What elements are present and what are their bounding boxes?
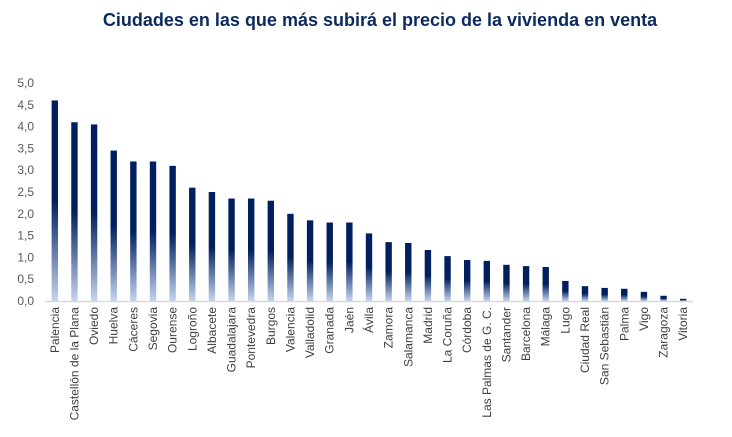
x-tick-label: Vigo: [637, 307, 651, 331]
bar: [130, 161, 137, 301]
x-tick-label: Guadalajara: [225, 307, 239, 373]
x-tick-label: Pontevedra: [244, 307, 258, 369]
bar: [90, 124, 98, 301]
bar: [601, 287, 608, 301]
x-tick-label: Valladolid: [303, 307, 317, 358]
bar: [522, 266, 530, 301]
x-tick-label: Las Palmas de G. C.: [480, 307, 494, 418]
x-tick-label: Palma: [617, 307, 631, 341]
x-tick-label: Castellón de la Plana: [67, 307, 81, 421]
bar: [405, 243, 412, 301]
bar: [149, 161, 157, 301]
bar: [621, 288, 628, 301]
x-tick-label: Burgos: [264, 307, 278, 345]
y-tick-label: 0,0: [17, 294, 34, 308]
x-tick-label: Segovia: [146, 307, 160, 351]
y-tick-label: 4,0: [17, 120, 34, 134]
x-tick-label: Barcelona: [519, 307, 533, 361]
x-tick-label: Ávila: [361, 307, 376, 333]
bar: [679, 298, 687, 301]
x-tick-label: Ciudad Real: [578, 307, 592, 373]
y-tick-label: 1,0: [17, 250, 34, 264]
bar: [640, 291, 648, 301]
bar: [51, 100, 59, 301]
x-tick-label: Albacete: [205, 307, 219, 354]
y-tick-label: 3,0: [17, 163, 34, 177]
x-tick-label: Salamanca: [401, 307, 415, 367]
y-tick-label: 5,0: [17, 76, 34, 90]
bar: [306, 220, 314, 301]
bar: [189, 187, 196, 301]
x-tick-label: Jaén: [342, 307, 356, 333]
x-tick-label: Valencia: [283, 307, 297, 352]
x-tick-label: Córdoba: [460, 307, 474, 353]
bar: [267, 200, 275, 301]
bar: [463, 260, 471, 301]
bar: [503, 264, 510, 301]
y-tick-label: 2,0: [17, 207, 34, 221]
x-tick-label: Zamora: [382, 307, 396, 349]
x-tick-label: Santander: [499, 307, 513, 362]
bar: [562, 280, 569, 301]
y-tick-label: 3,5: [17, 141, 34, 155]
x-tick-label: Madrid: [421, 307, 435, 344]
x-tick-label: Cáceres: [126, 307, 140, 352]
x-tick-label: Málaga: [539, 307, 553, 347]
x-tick-label: Zaragoza: [657, 307, 671, 358]
x-tick-label: Huelva: [107, 307, 121, 345]
bar: [581, 286, 589, 301]
x-tick-label: Vitoria: [676, 307, 690, 341]
x-tick-label: Granada: [323, 307, 337, 354]
x-tick-label: Ourense: [166, 307, 180, 353]
bar: [424, 249, 432, 301]
x-tick-label: San Sebastián: [598, 307, 612, 385]
bar: [385, 242, 392, 301]
bar: [228, 198, 235, 301]
bar: [542, 266, 549, 301]
bar: [71, 122, 78, 302]
bar: [287, 213, 294, 301]
x-tick-label: La Coruña: [441, 307, 455, 363]
bar: [346, 222, 353, 301]
y-tick-label: 1,5: [17, 229, 34, 243]
bar: [444, 256, 451, 301]
x-tick-label: Logroño: [185, 307, 199, 351]
chart-title: Ciudades en las que más subirá el precio…: [102, 10, 658, 30]
y-tick-label: 4,5: [17, 98, 34, 112]
bar: [365, 233, 373, 301]
x-tick-label: Oviedo: [87, 307, 101, 345]
bar: [110, 150, 117, 301]
bar: [483, 260, 491, 301]
x-tick-label: Lugo: [558, 307, 572, 334]
y-tick-label: 0,5: [17, 272, 34, 286]
bar: [247, 198, 255, 301]
bar: [326, 222, 333, 301]
bar: [169, 165, 176, 301]
bar: [660, 295, 667, 301]
bar: [208, 192, 216, 301]
y-tick-label: 2,5: [17, 185, 34, 199]
x-tick-label: Palencia: [48, 307, 62, 353]
